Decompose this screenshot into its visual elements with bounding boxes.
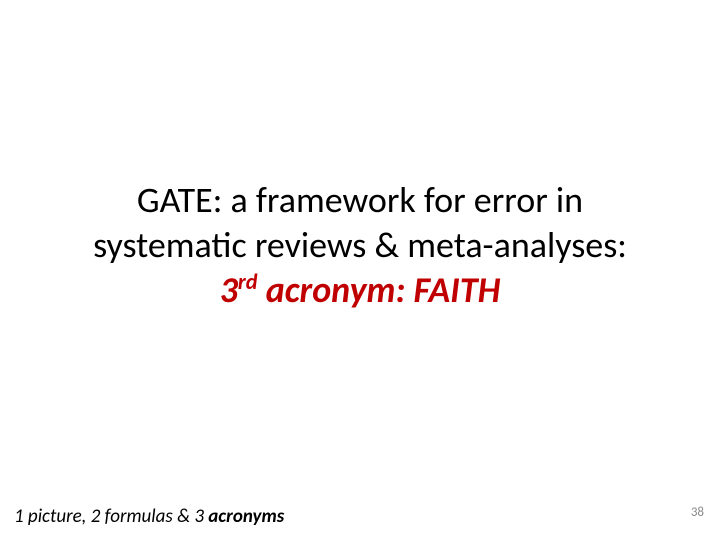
- footer-text: 1 picture, 2 formulas & 3 acronyms: [14, 505, 284, 528]
- footer-bold: acronyms: [208, 505, 284, 528]
- page-number: 38: [691, 505, 704, 520]
- title-line-1: GATE: a framework for error in: [0, 178, 720, 223]
- subtitle-rest: acronym: FAITH: [258, 268, 501, 312]
- slide: GATE: a framework for error in systemati…: [0, 0, 720, 540]
- subtitle-prefix: 3: [220, 268, 238, 312]
- title-line-2: systematic reviews & meta-analyses:: [0, 223, 720, 268]
- subtitle-line: 3rd acronym: FAITH: [0, 268, 720, 313]
- footer-plain: 1 picture, 2 formulas & 3: [14, 505, 208, 528]
- subtitle-ordinal: rd: [238, 268, 258, 295]
- title-block: GATE: a framework for error in systemati…: [0, 178, 720, 313]
